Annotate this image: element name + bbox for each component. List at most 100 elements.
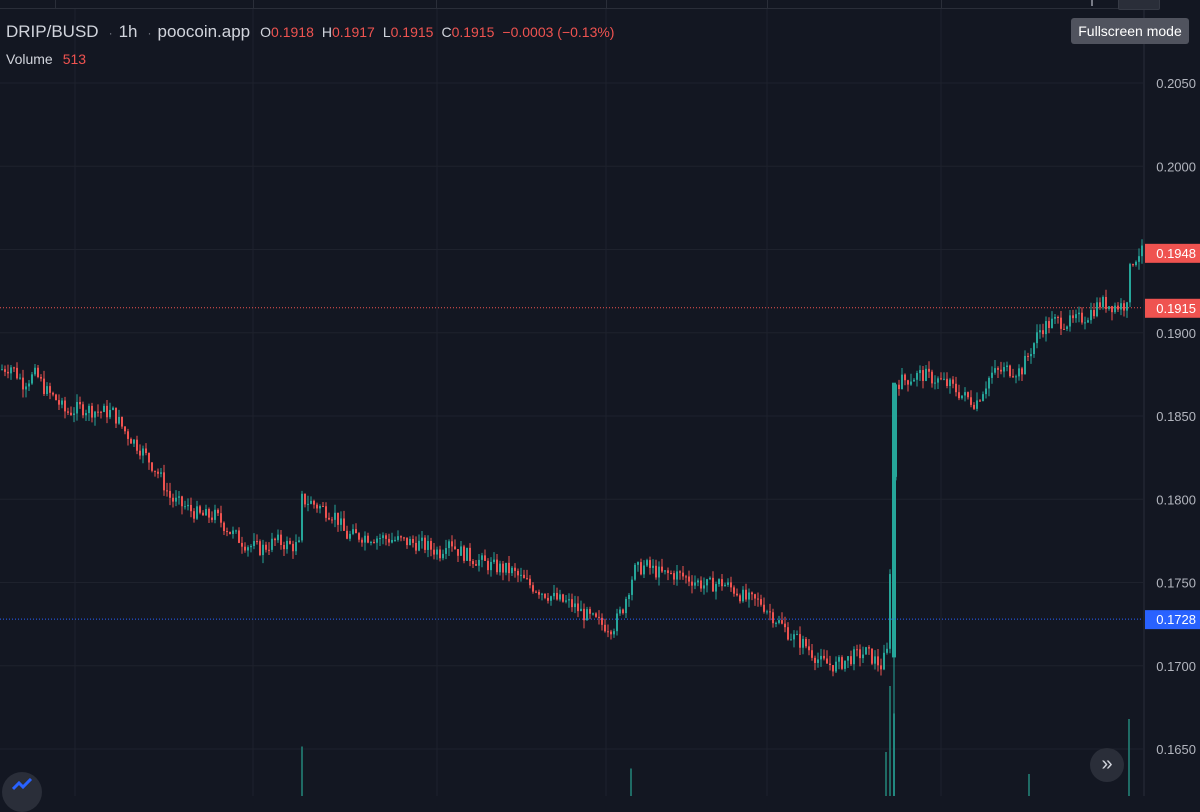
candle-body [529,578,531,586]
candle-body [67,411,69,413]
low-value: 0.1915 [390,24,434,40]
candle-body [28,383,30,387]
candle-body [652,565,654,568]
candle-body [319,506,321,509]
candle-body [151,462,153,471]
separator-dot: · [108,26,113,40]
candle-body [835,661,837,672]
candle-body [514,567,516,571]
candle-body [475,564,477,566]
candle-body [817,659,819,663]
candle-body [85,413,87,416]
candle-body [583,608,585,621]
candle-body [244,546,246,551]
candle-body [808,646,810,651]
candle-body [673,573,675,580]
candle-body [772,612,774,624]
candle-body [142,448,144,456]
candle-body [1063,328,1065,330]
candle-body [1024,355,1026,375]
candle-body [538,591,540,595]
candle-body [1036,332,1038,344]
candle-body [1138,256,1140,262]
candle-body [193,511,195,519]
symbol-label[interactable]: DRIP/BUSD [6,22,99,41]
candle-body [391,539,393,543]
candle-body [964,392,966,396]
candle-body [697,580,699,583]
candle-body [277,534,279,541]
candle-body [799,634,801,648]
volume-bar [1028,774,1030,796]
candle-body [406,537,408,546]
candle-body [865,647,867,655]
y-tick-label: 0.1900 [1156,326,1196,341]
candle-body [181,496,183,507]
candle-body [238,530,240,543]
candle-body [103,405,105,412]
candle-body [628,594,630,600]
candle-body [307,503,309,505]
candle-body [922,370,924,381]
candle-body [253,541,255,546]
candle-body [997,368,999,370]
candle-body [175,497,177,502]
candle-body [823,655,825,659]
volume-bar [1128,719,1130,796]
camera-icon[interactable] [1086,0,1098,8]
candle-body [448,541,450,549]
candle-body [661,566,663,572]
candle-body [568,599,570,601]
candle-body [58,400,60,405]
candle-body [937,378,939,383]
candle-body [292,543,294,552]
candle-body [904,374,906,381]
candle-body [325,506,327,518]
candle-body [925,368,927,381]
candle-body [301,493,303,541]
candle-body [289,540,291,544]
candle-body [943,378,945,380]
candle-body [1102,296,1104,308]
price-tag-box [1145,610,1200,630]
candle-body [436,549,438,555]
candle-body [970,397,972,405]
candle-body [241,542,243,547]
candle-body [610,631,612,635]
candle-body [1045,321,1047,335]
candle-body [664,570,666,572]
candle-body [88,405,90,414]
fullscreen-button[interactable] [1118,0,1160,10]
candle-body [214,509,216,520]
candle-body [451,541,453,547]
candle-body [649,560,651,568]
candle-body [502,563,504,573]
candle-body [604,624,606,632]
tradingview-logo-icon[interactable] [2,772,42,812]
candle-body [775,622,777,624]
candle-body [496,559,498,573]
candle-body [613,631,615,635]
candle-body [856,649,858,651]
candle-body [208,509,210,518]
candle-body [217,509,219,514]
candle-body [1111,306,1113,313]
candle-body [268,549,270,551]
candle-body [490,561,492,571]
candle-body [199,506,201,513]
interval-label[interactable]: 1h [118,22,138,41]
double-chevron-right-icon[interactable]: » [1090,748,1124,782]
candle-body [622,609,624,614]
y-tick-label: 0.2050 [1156,76,1196,91]
candle-body [850,656,852,665]
candle-body [994,368,996,373]
candle-body [862,654,864,659]
candle-body [559,594,561,600]
candle-body [1108,306,1110,310]
candle-body [934,382,936,384]
logo-shape [12,778,33,791]
candle-body [745,589,747,600]
volume-value: 513 [62,51,87,67]
